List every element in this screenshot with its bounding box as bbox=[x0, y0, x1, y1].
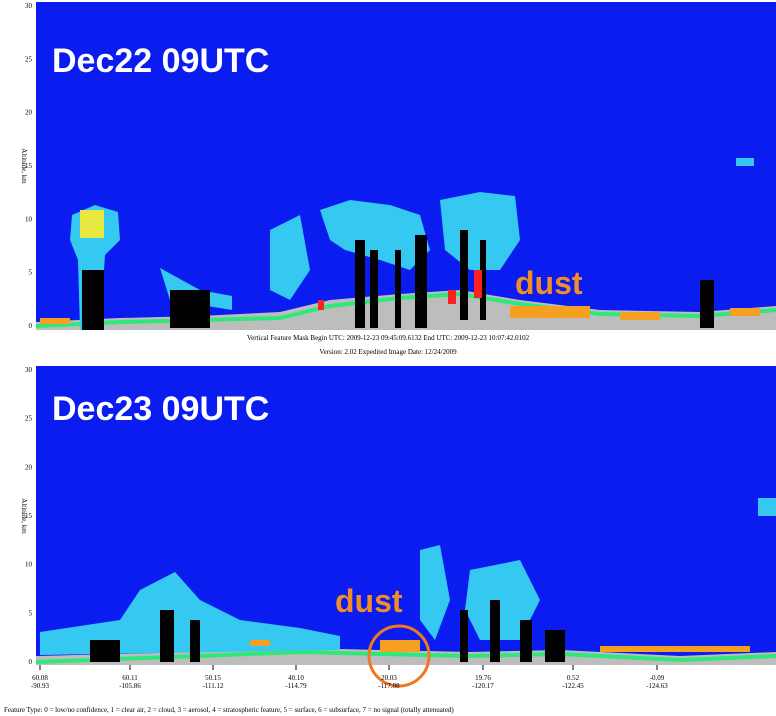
x-tick-label: -111.12 bbox=[202, 682, 224, 690]
page: Dec22 09UTC dust Vertical Feature Mask B… bbox=[0, 0, 776, 716]
annotation: dust bbox=[335, 583, 403, 619]
x-tick-label: 60.08 bbox=[32, 674, 48, 682]
caption: Version: 2.02 Expedited Image Date: 12/2… bbox=[319, 348, 457, 356]
y-tick-label: 5 bbox=[29, 269, 33, 277]
x-tick-label: -114.79 bbox=[285, 682, 307, 690]
y-tick-label: 25 bbox=[25, 55, 33, 63]
y-tick-label: 30 bbox=[25, 366, 33, 374]
x-tick-label: 0.52 bbox=[567, 674, 580, 682]
x-tick-label: -90.93 bbox=[31, 682, 50, 690]
y-tick-label: 20 bbox=[25, 109, 33, 117]
y-tick-label: 0 bbox=[29, 322, 33, 330]
axis-title: Altitude, km bbox=[20, 498, 28, 534]
axis-title: Altitude, km bbox=[20, 148, 28, 184]
x-tick-label: -105.86 bbox=[119, 682, 141, 690]
y-tick-label: 10 bbox=[25, 215, 33, 223]
y-tick-label: 30 bbox=[25, 2, 33, 10]
x-tick-label: -120.17 bbox=[472, 682, 494, 690]
caption: Vertical Feature Mask Begin UTC: 2009-12… bbox=[247, 334, 530, 342]
footer: Feature Type: 0 = low/no confidence, 1 =… bbox=[4, 706, 454, 714]
panel-label: Dec23 09UTC bbox=[52, 390, 269, 428]
y-tick-label: 20 bbox=[25, 463, 33, 471]
y-tick-label: 5 bbox=[29, 609, 33, 617]
x-tick-label: 19.76 bbox=[475, 674, 491, 682]
y-tick-label: 25 bbox=[25, 415, 33, 423]
x-tick-label: -122.45 bbox=[562, 682, 584, 690]
x-tick-label: -124.63 bbox=[646, 682, 668, 690]
annotation: dust bbox=[515, 265, 583, 301]
x-tick-label: 20.03 bbox=[381, 674, 397, 682]
panel-label: Dec22 09UTC bbox=[52, 42, 269, 80]
x-tick-label: 40.10 bbox=[288, 674, 304, 682]
y-tick-label: 0 bbox=[29, 658, 33, 666]
x-tick-label: 50.15 bbox=[205, 674, 221, 682]
x-tick-label: -0.09 bbox=[650, 674, 665, 682]
y-tick-label: 10 bbox=[25, 561, 33, 569]
x-tick-label: 60.11 bbox=[122, 674, 138, 682]
x-tick-label: -117.08 bbox=[378, 682, 400, 690]
